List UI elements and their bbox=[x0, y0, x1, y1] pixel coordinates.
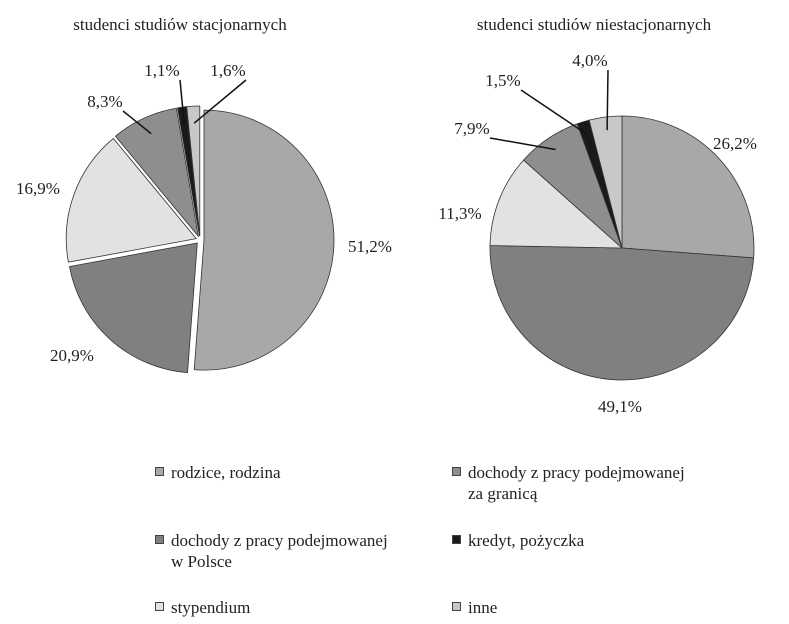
pie-slice bbox=[114, 107, 199, 238]
data-label: 1,1% bbox=[144, 61, 179, 80]
legend-swatch bbox=[155, 467, 164, 476]
pie-slice bbox=[186, 105, 201, 237]
data-label: 51,2% bbox=[348, 237, 392, 256]
legend-swatch bbox=[155, 602, 164, 611]
legend-label: rodzice, rodzina bbox=[171, 463, 281, 482]
legend-swatch bbox=[452, 602, 461, 611]
pie-slice bbox=[65, 137, 197, 263]
leader-line bbox=[179, 79, 185, 125]
legend-label: dochody z pracy podejmowanej w Polsce bbox=[171, 531, 388, 571]
data-label: 20,9% bbox=[50, 346, 94, 365]
charts: studenci studiów stacjonarnych studenci … bbox=[16, 15, 757, 416]
chart-title: studenci studiów niestacjonarnych bbox=[477, 15, 712, 34]
data-label: 26,2% bbox=[713, 134, 757, 153]
data-label: 16,9% bbox=[16, 179, 60, 198]
data-label: 11,3% bbox=[438, 204, 481, 223]
legend-label: inne bbox=[468, 598, 498, 617]
pie-slice bbox=[489, 245, 755, 381]
legend-item: kredyt, pożyczka bbox=[452, 530, 688, 551]
data-label: 8,3% bbox=[87, 92, 122, 111]
legend-item: rodzice, rodzina bbox=[155, 462, 391, 483]
data-label: 4,0% bbox=[572, 51, 607, 70]
data-label: 7,9% bbox=[454, 119, 489, 138]
leader-line bbox=[122, 110, 152, 135]
legend-item: dochody z pracy podejmowanej w Polsce bbox=[155, 530, 391, 572]
legend-item: dochody z pracy podejmowanej za granicą bbox=[452, 462, 688, 504]
leader-line bbox=[520, 89, 588, 136]
legend-swatch bbox=[452, 535, 461, 544]
legend-item: inne bbox=[452, 597, 688, 618]
data-label: 1,6% bbox=[210, 61, 245, 80]
pie-slice bbox=[588, 115, 623, 249]
data-label: 49,1% bbox=[598, 397, 642, 416]
legend-label: dochody z pracy podejmowanej za granicą bbox=[468, 463, 685, 503]
leader-line bbox=[606, 69, 609, 131]
pie-slice bbox=[621, 115, 755, 259]
legend-label: kredyt, pożyczka bbox=[468, 531, 585, 550]
legend-swatch bbox=[452, 467, 461, 476]
pie-slice bbox=[489, 159, 624, 249]
chart-title: studenci studiów stacjonarnych bbox=[73, 15, 287, 34]
data-label: 1,5% bbox=[485, 71, 520, 90]
legend-label: stypendium bbox=[171, 598, 251, 617]
leader-line bbox=[193, 79, 247, 124]
leader-line bbox=[489, 137, 556, 151]
legend-item: stypendium bbox=[155, 597, 391, 618]
pie-slice bbox=[193, 109, 335, 371]
legend-swatch bbox=[155, 535, 164, 544]
pie-slice bbox=[69, 242, 198, 374]
